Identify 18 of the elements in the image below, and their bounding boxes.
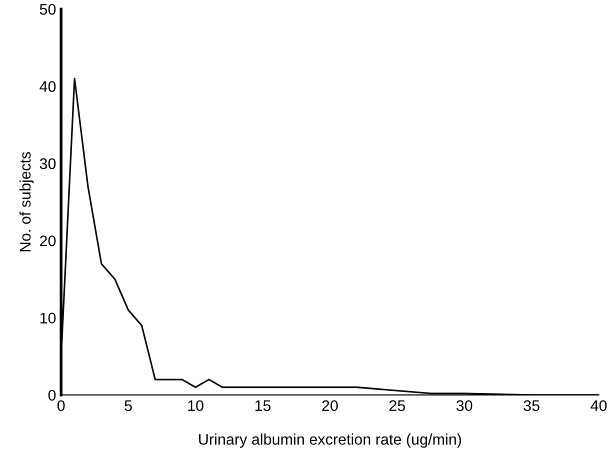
x-tick-label: 5 — [124, 400, 132, 412]
x-axis-title: Urinary albumin excretion rate (ug/min) — [199, 434, 462, 448]
line-series — [61, 78, 599, 395]
y-tick-label: 50 — [40, 4, 56, 15]
y-tick-label: 10 — [40, 312, 56, 324]
x-tick-label: 10 — [188, 400, 204, 412]
x-tick-label: 20 — [322, 400, 338, 412]
x-tick-label: 35 — [524, 400, 540, 412]
y-tick-label: 0 — [48, 390, 56, 401]
y-axis-title: No. of subjects — [19, 152, 34, 252]
y-tick-label: 40 — [40, 81, 56, 92]
x-tick-label: 40 — [590, 400, 607, 412]
y-tick-label: 30 — [40, 158, 56, 170]
x-tick-label: 0 — [57, 400, 65, 412]
x-tick-label: 15 — [255, 400, 271, 412]
x-tick-label: 30 — [456, 400, 472, 412]
x-tick-label: 25 — [389, 400, 406, 412]
y-tick-label: 20 — [40, 235, 56, 246]
